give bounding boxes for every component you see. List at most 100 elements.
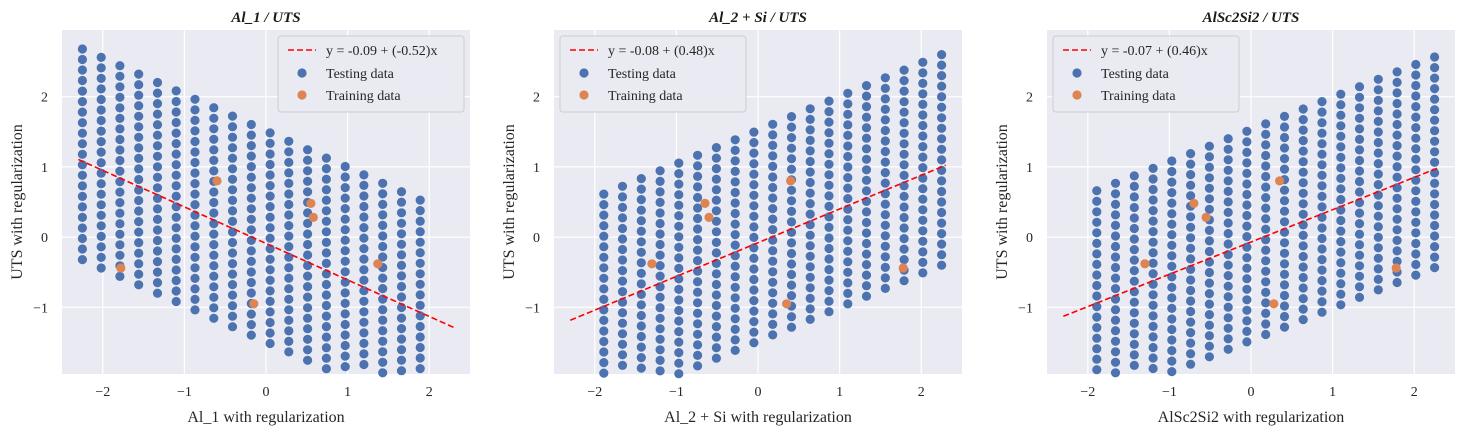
testing-point: [1354, 176, 1365, 187]
testing-point: [880, 178, 890, 188]
testing-point: [749, 338, 759, 348]
testing-point: [227, 143, 238, 153]
testing-point: [1186, 180, 1196, 190]
y-tick-label: 0: [533, 231, 540, 246]
testing-point: [655, 355, 665, 365]
testing-point: [1336, 300, 1346, 310]
testing-point: [115, 124, 125, 134]
testing-point: [1392, 225, 1402, 235]
testing-point: [1261, 266, 1271, 276]
testing-point: [77, 149, 87, 159]
testing-point: [1167, 314, 1177, 324]
testing-point: [599, 189, 609, 199]
x-axis-label: Al_2 + Si with regularization: [664, 409, 852, 426]
testing-point: [1167, 198, 1177, 208]
testing-point: [1148, 321, 1158, 331]
testing-point: [824, 96, 834, 106]
testing-point: [1430, 263, 1440, 273]
testing-point: [674, 327, 684, 337]
testing-point: [190, 273, 200, 283]
testing-point: [1430, 252, 1440, 262]
testing-point: [749, 243, 759, 253]
testing-point: [693, 319, 703, 329]
testing-point: [730, 303, 740, 313]
testing-point: [843, 257, 853, 267]
y-axis-label: UTS with regularization: [501, 124, 518, 280]
testing-point: [617, 244, 628, 255]
testing-point: [861, 217, 872, 228]
testing-point: [599, 231, 609, 241]
testing-point: [693, 192, 703, 203]
testing-point: [96, 137, 106, 147]
testing-point: [1354, 229, 1365, 239]
testing-point: [1298, 188, 1308, 198]
y-tick-label: 1: [533, 161, 540, 176]
testing-point: [1204, 236, 1214, 246]
testing-point: [674, 263, 684, 273]
testing-point: [918, 57, 928, 67]
testing-point: [1204, 152, 1214, 162]
testing-point: [1411, 207, 1421, 217]
testing-point: [786, 206, 797, 216]
testing-point: [1186, 149, 1196, 159]
testing-point: [77, 160, 87, 170]
testing-point: [918, 257, 928, 267]
testing-point: [1186, 275, 1196, 285]
testing-point: [415, 300, 425, 310]
testing-point: [1298, 199, 1308, 209]
testing-point: [284, 199, 294, 210]
testing-point: [1411, 133, 1421, 143]
testing-point: [1186, 317, 1196, 327]
testing-point: [1298, 157, 1308, 167]
testing-point: [1373, 95, 1383, 105]
testing-point: [96, 231, 106, 241]
testing-point: [805, 199, 815, 209]
testing-point: [1261, 319, 1271, 329]
testing-point: [599, 326, 609, 336]
testing-point: [152, 225, 163, 235]
testing-point: [1392, 130, 1402, 140]
testing-point: [115, 187, 125, 197]
testing-point: [674, 284, 684, 294]
testing-point: [340, 193, 350, 203]
testing-point: [843, 225, 853, 235]
testing-point: [152, 120, 163, 130]
testing-point: [152, 109, 163, 119]
testing-point: [321, 279, 331, 290]
testing-point: [693, 182, 703, 192]
testing-point: [1204, 173, 1214, 183]
testing-point: [1129, 171, 1139, 181]
testing-point: [265, 233, 275, 243]
testing-point: [1223, 165, 1233, 175]
testing-point: [378, 210, 388, 220]
testing-point: [918, 163, 928, 173]
testing-point: [918, 247, 928, 257]
training-point: [700, 198, 710, 208]
testing-point: [1204, 246, 1214, 257]
testing-point: [1336, 173, 1346, 183]
testing-point: [1186, 212, 1196, 222]
testing-point: [805, 262, 815, 272]
testing-point: [918, 215, 928, 225]
testing-point: [899, 234, 909, 244]
testing-point: [730, 251, 740, 261]
testing-point: [730, 272, 740, 282]
testing-point: [655, 187, 665, 197]
testing-point: [1392, 119, 1402, 130]
testing-point: [246, 151, 256, 161]
testing-point: [396, 229, 407, 239]
testing-point: [693, 329, 703, 339]
testing-point: [1261, 193, 1271, 203]
testing-point: [1298, 125, 1308, 135]
testing-point: [77, 75, 87, 86]
testing-point: [1110, 220, 1121, 230]
testing-point: [843, 183, 853, 193]
testing-point: [340, 277, 350, 287]
testing-point: [937, 229, 947, 239]
x-tick-label: 0: [263, 385, 270, 400]
testing-point: [284, 168, 294, 178]
training-point: [1269, 299, 1279, 309]
testing-point: [303, 282, 313, 292]
testing-point: [1317, 181, 1327, 191]
testing-point: [805, 220, 815, 230]
